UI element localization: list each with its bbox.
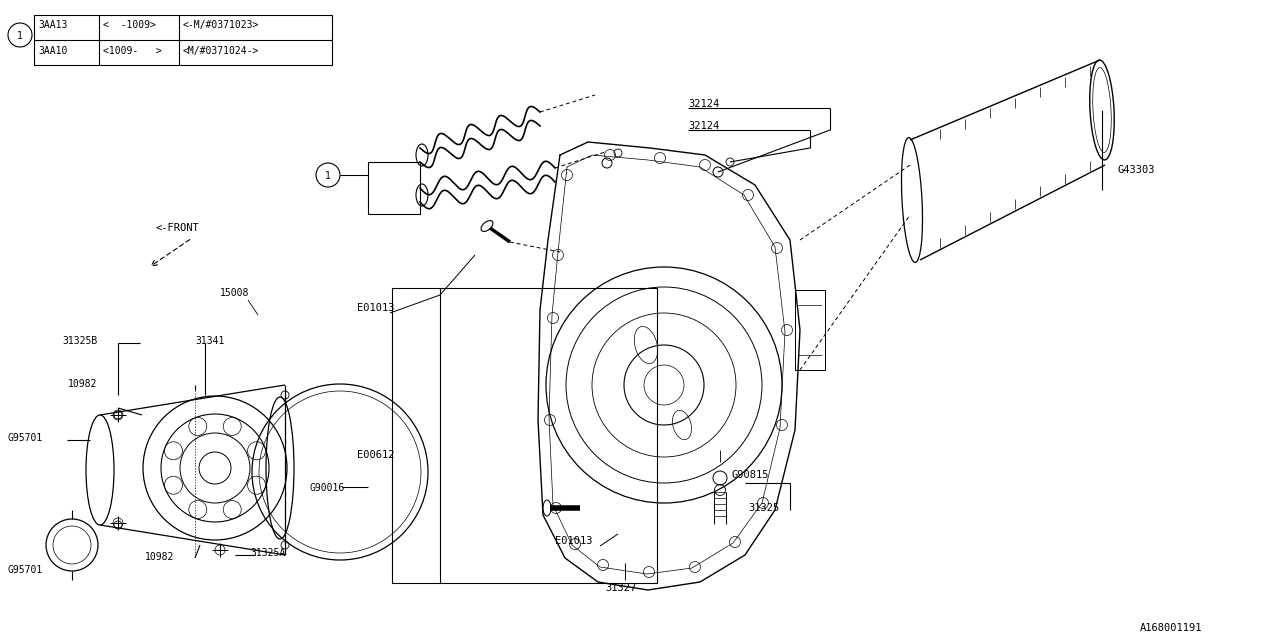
Text: 31325A: 31325A [250,548,285,558]
Text: E01013: E01013 [556,536,593,546]
Text: E00612: E00612 [357,450,394,460]
Bar [35,15,332,65]
Text: 10982: 10982 [68,379,97,389]
Text: <1009-   >: <1009- > [102,46,161,56]
Text: <-M/#0371023>: <-M/#0371023> [183,20,260,30]
Text: G90016: G90016 [310,483,346,493]
Text: 1: 1 [17,31,23,41]
Text: G95701: G95701 [8,565,44,575]
Text: 10982: 10982 [145,552,174,562]
Text: 32124: 32124 [689,121,719,131]
Text: 3AA10: 3AA10 [38,46,68,56]
Bar [795,290,826,370]
Text: <  -1009>: < -1009> [102,20,156,30]
Text: G90815: G90815 [732,470,769,480]
Text: G43303: G43303 [1117,165,1156,175]
Text: <-FRONT: <-FRONT [155,223,198,233]
Text: 3AA13: 3AA13 [38,20,68,30]
Text: 31341: 31341 [195,336,224,346]
Text: 15008: 15008 [220,288,250,298]
Text: 32124: 32124 [689,99,719,109]
Text: G95701: G95701 [8,433,44,443]
Text: 31325B: 31325B [61,336,97,346]
Text: 31325: 31325 [748,503,780,513]
Text: <M/#0371024->: <M/#0371024-> [183,46,260,56]
Text: 31327: 31327 [605,583,636,593]
Bar [369,162,420,214]
Bar [392,288,657,583]
Text: A168001191: A168001191 [1140,623,1202,633]
Text: 1: 1 [325,171,332,181]
Text: E01013: E01013 [357,303,394,313]
